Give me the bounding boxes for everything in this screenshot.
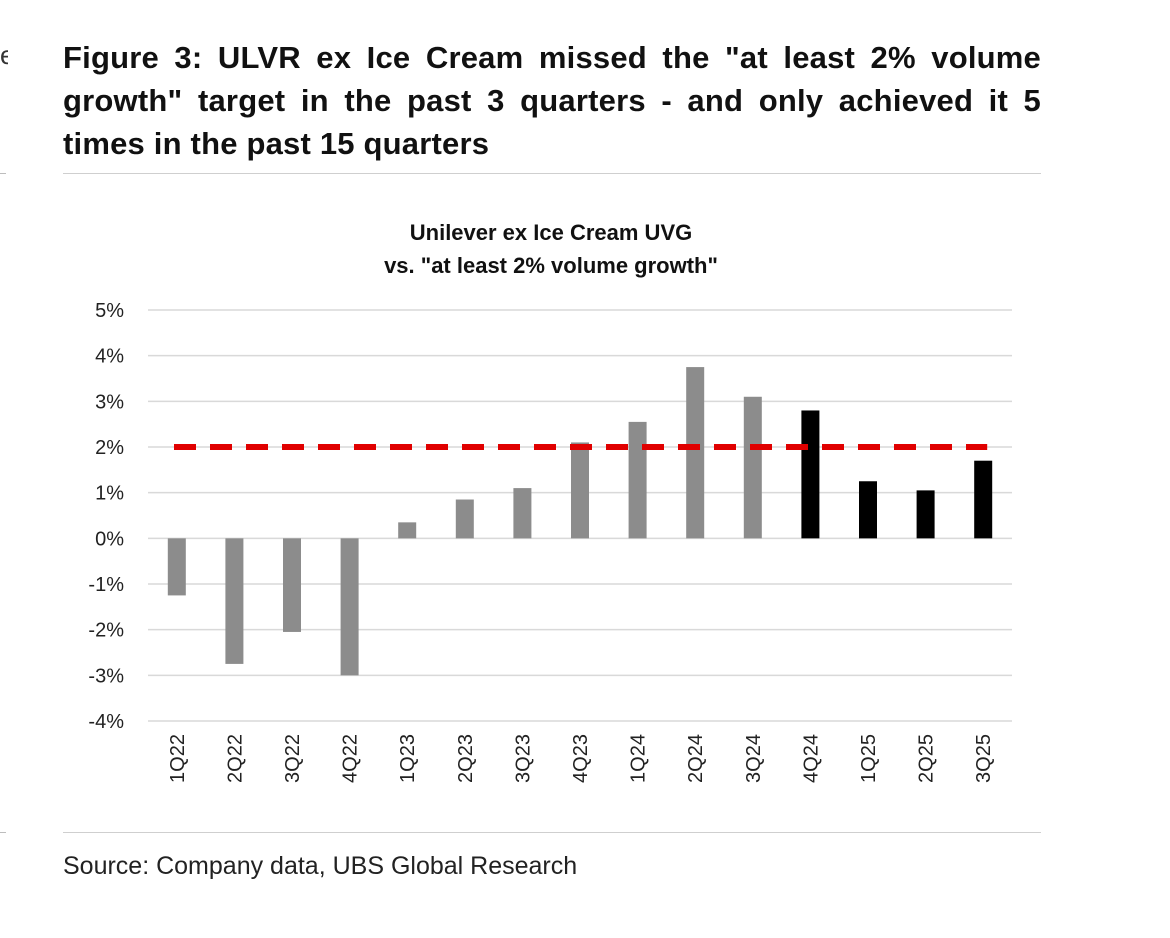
x-tick-label: 2Q23 bbox=[455, 734, 477, 783]
y-tick-label: 3% bbox=[95, 391, 124, 413]
y-tick-label: -2% bbox=[88, 620, 124, 642]
x-tick-label: 1Q23 bbox=[397, 734, 419, 783]
edge-tick-mark bbox=[0, 173, 6, 174]
y-tick-label: 4% bbox=[95, 346, 124, 368]
edge-glyph-fragment: e bbox=[0, 44, 8, 66]
x-tick-label: 2Q24 bbox=[685, 734, 707, 783]
bar-2q23 bbox=[455, 499, 474, 539]
y-tick-label: -4% bbox=[88, 711, 124, 733]
x-tick-label: 4Q24 bbox=[800, 734, 822, 783]
x-axis: 1Q22 2Q22 3Q22 4Q22 1Q23 2Q23 3Q23 4Q23 1Q24 2Q24… bbox=[167, 734, 995, 783]
y-tick-label: 5% bbox=[95, 300, 124, 322]
y-tick-label: -1% bbox=[88, 574, 124, 596]
x-tick-label: 2Q22 bbox=[224, 734, 246, 783]
bar-3q24 bbox=[743, 396, 762, 539]
x-tick-label: 2Q25 bbox=[916, 734, 938, 783]
y-axis: -4% -3% -2% -1% 0% 1% 2% 3% 4% 5% bbox=[88, 300, 124, 733]
bars bbox=[167, 367, 993, 676]
bar-2q22 bbox=[225, 538, 244, 664]
bar-1q25 bbox=[859, 481, 877, 539]
figure-title: Figure 3: ULVR ex Ice Cream missed the "… bbox=[63, 40, 1041, 161]
bar-3q25 bbox=[974, 460, 993, 539]
x-tick-label: 4Q23 bbox=[570, 734, 592, 783]
x-tick-label: 3Q24 bbox=[743, 734, 765, 783]
y-tick-label: 0% bbox=[95, 528, 124, 550]
bar-4q22 bbox=[340, 538, 359, 676]
y-tick-label: 2% bbox=[95, 437, 124, 459]
chart-title-line-1: Unilever ex Ice Cream UVG bbox=[410, 220, 692, 245]
y-tick-label: -3% bbox=[88, 665, 124, 687]
x-tick-label: 3Q23 bbox=[512, 734, 534, 783]
edge-tick-mark bbox=[0, 832, 6, 833]
source-note: Source: Company data, UBS Global Researc… bbox=[63, 852, 578, 880]
bar-2q24 bbox=[686, 367, 705, 539]
x-tick-label: 4Q22 bbox=[340, 734, 362, 783]
x-tick-label: 3Q22 bbox=[282, 734, 304, 783]
y-tick-label: 1% bbox=[95, 483, 124, 505]
bar-1q23 bbox=[398, 522, 417, 539]
bar-3q23 bbox=[513, 488, 532, 539]
bar-4q24 bbox=[801, 410, 820, 539]
x-tick-label: 1Q25 bbox=[858, 734, 880, 783]
bar-1q22 bbox=[167, 538, 186, 596]
x-tick-label: 1Q22 bbox=[167, 734, 189, 783]
bar-1q24 bbox=[628, 421, 647, 539]
bar-2q25 bbox=[916, 490, 935, 539]
x-tick-label: 1Q24 bbox=[628, 734, 650, 783]
source-divider bbox=[63, 832, 1041, 833]
x-tick-label: 3Q25 bbox=[973, 734, 995, 783]
bar-4q23 bbox=[571, 442, 589, 539]
chart-title-line-2: vs. "at least 2% volume growth" bbox=[384, 253, 718, 278]
bar-3q22 bbox=[283, 538, 301, 632]
title-divider bbox=[63, 173, 1041, 174]
